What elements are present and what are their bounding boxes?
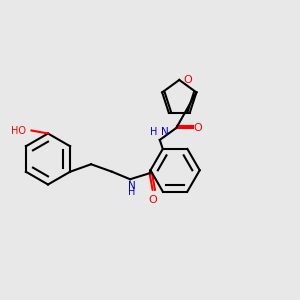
Text: O: O xyxy=(184,75,193,85)
Text: H: H xyxy=(128,187,135,197)
Text: H: H xyxy=(150,127,158,137)
Text: O: O xyxy=(148,195,157,205)
Text: N: N xyxy=(161,127,169,137)
Text: HO: HO xyxy=(11,125,26,136)
Text: N: N xyxy=(128,181,136,191)
Text: O: O xyxy=(194,123,203,133)
